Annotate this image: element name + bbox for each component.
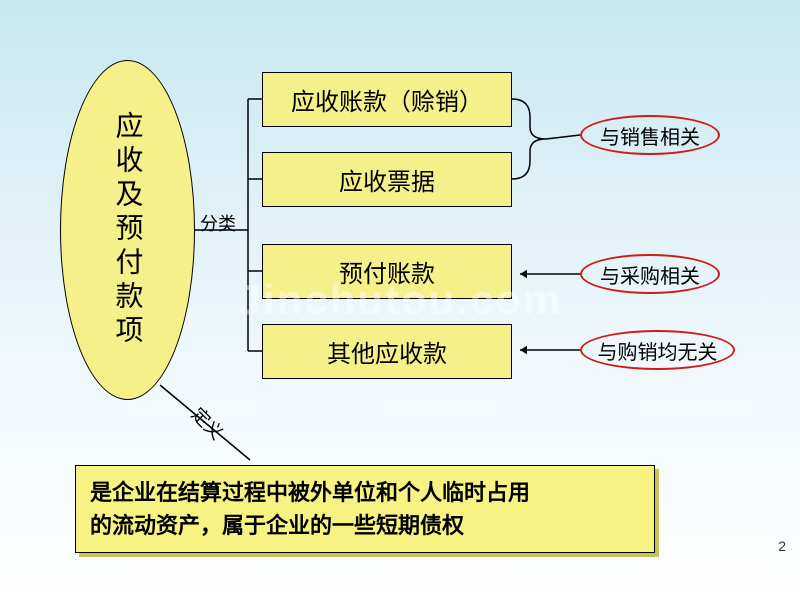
annotation-purchase: 与采购相关	[580, 254, 720, 294]
definition-box: 是企业在结算过程中被外单位和个人临时占用 的流动资产，属于企业的一些短期债权	[75, 465, 655, 553]
annotation-neither-text: 与购销均无关	[598, 336, 718, 365]
annotation-purchase-text: 与采购相关	[600, 260, 700, 289]
definition-line1: 是企业在结算过程中被外单位和个人临时占用	[90, 480, 530, 505]
class-box-notes-text: 应收票据	[339, 162, 435, 197]
class-box-ar-text: 应收账款（赊销）	[291, 82, 483, 117]
annotation-sales: 与销售相关	[580, 115, 720, 155]
class-box-prepay-text: 预付账款	[339, 254, 435, 289]
page-number: 2	[778, 538, 786, 554]
classify-label: 分类	[200, 210, 236, 236]
class-box-notes: 应收票据	[262, 152, 512, 207]
main-topic-ellipse: 应收及预付款项	[60, 60, 195, 400]
diagram-canvas: 应收及预付款项 分类 定义 应收账款（赊销） 应收票据 预付账款 其他应收款 与…	[0, 0, 800, 600]
class-box-prepay: 预付账款	[262, 244, 512, 299]
definition-line2: 的流动资产，属于企业的一些短期债权	[90, 513, 464, 538]
class-box-other: 其他应收款	[262, 324, 512, 379]
annotation-neither: 与购销均无关	[580, 330, 735, 370]
class-box-other-text: 其他应收款	[327, 334, 447, 369]
main-topic-text: 应收及预付款项	[108, 111, 148, 349]
class-box-ar: 应收账款（赊销）	[262, 72, 512, 127]
annotation-sales-text: 与销售相关	[600, 121, 700, 150]
